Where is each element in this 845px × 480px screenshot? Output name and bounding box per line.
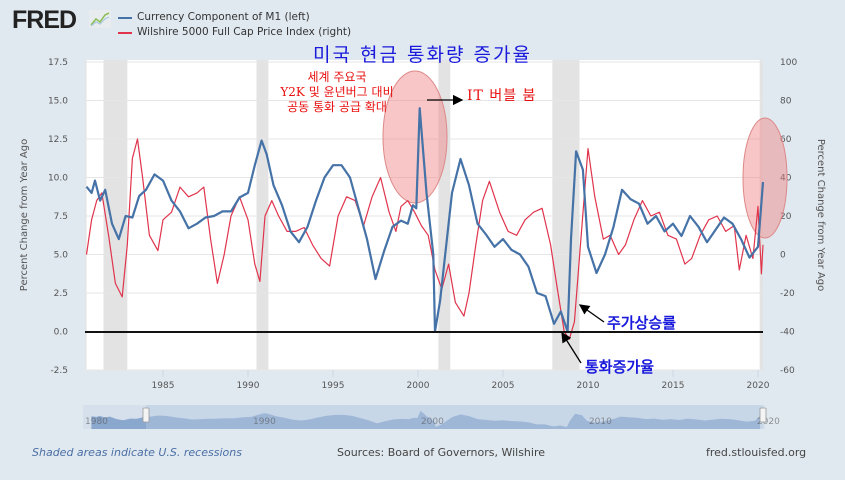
left-axis-title: Percent Change from Year Ago bbox=[19, 139, 30, 291]
x-tick-label: 2000 bbox=[407, 381, 430, 391]
navigator-year-label: 2000 bbox=[421, 417, 444, 427]
right-tick-label: -20 bbox=[780, 289, 795, 299]
navigator-year-label: 2020 bbox=[757, 417, 780, 427]
annotation-title: 미국 현금 통화량 증가율 bbox=[313, 44, 532, 66]
2020-highlight-ellipse bbox=[742, 117, 788, 239]
stock-rise-arrow bbox=[578, 304, 605, 323]
site-link[interactable]: fred.stlouisfed.org bbox=[706, 446, 807, 459]
right-tick-label: 100 bbox=[780, 58, 797, 68]
x-tick-label: 1985 bbox=[152, 381, 175, 391]
navigator-area bbox=[91, 410, 760, 429]
legend-swatch-blue bbox=[118, 16, 132, 19]
annotation-it-bubble: IT 버블 붐 bbox=[467, 88, 537, 104]
right-tick-label: 0 bbox=[780, 251, 786, 261]
annotation-y2k-line: 세계 주요국 bbox=[307, 70, 367, 84]
navigator-labels: 1980 1990 2000 2010 2020 bbox=[85, 417, 780, 427]
recession-band bbox=[85, 60, 87, 370]
legend-item-currency[interactable]: Currency Component of M1 (left) bbox=[118, 10, 351, 25]
left-tick-label: 10.0 bbox=[48, 174, 68, 184]
recessions-note: Shaded areas indicate U.S. recessions bbox=[32, 446, 242, 459]
annotation-y2k-line: 공동 통화 공급 확대 bbox=[287, 100, 387, 114]
right-tick-label: -40 bbox=[780, 328, 795, 338]
legend-label: Currency Component of M1 (left) bbox=[137, 11, 310, 23]
recession-band bbox=[438, 60, 451, 370]
recession-band bbox=[103, 60, 128, 370]
right-tick-label: 60 bbox=[780, 135, 792, 145]
annotation-y2k: 세계 주요국 Y2K 및 윤년버그 대비 공동 통화 공급 확대 bbox=[242, 70, 432, 115]
left-tick-label: 17.5 bbox=[48, 58, 68, 68]
legend-swatch-red bbox=[118, 31, 132, 34]
right-axis-title: Percent Change from Year Ago bbox=[815, 139, 826, 291]
x-tick-label: 2020 bbox=[747, 381, 770, 391]
highlight-ellipses bbox=[382, 70, 788, 239]
right-tick-label: 20 bbox=[780, 212, 792, 222]
recession-band bbox=[256, 60, 269, 370]
annotation-stock-rise: 주가상승률 bbox=[607, 314, 677, 332]
money-growth-arrow bbox=[561, 331, 582, 364]
navigator-year-label: 1990 bbox=[253, 417, 276, 427]
left-axis-ticks: -2.5 0.0 2.5 5.0 7.5 10.0 12.5 15.0 17.5 bbox=[48, 58, 68, 376]
x-tick-label: 2010 bbox=[577, 381, 600, 391]
x-tick-label: 1990 bbox=[237, 381, 260, 391]
left-tick-label: 7.5 bbox=[54, 212, 68, 222]
left-tick-label: 5.0 bbox=[54, 251, 69, 261]
left-tick-label: -2.5 bbox=[50, 366, 68, 376]
legend-item-wilshire[interactable]: Wilshire 5000 Full Cap Price Index (righ… bbox=[118, 25, 351, 40]
fred-logo[interactable]: FRED bbox=[12, 6, 77, 34]
navigator-right-handle[interactable] bbox=[759, 407, 767, 423]
left-tick-label: 12.5 bbox=[48, 135, 68, 145]
series-lines bbox=[85, 107, 765, 340]
right-axis-ticks: -60 -40 -20 0 20 40 60 80 100 bbox=[780, 58, 797, 376]
annotation-y2k-line: Y2K 및 윤년버그 대비 bbox=[280, 85, 394, 99]
x-tick-label: 2005 bbox=[492, 381, 515, 391]
navigator-year-label: 2010 bbox=[589, 417, 612, 427]
line-chart-icon bbox=[89, 10, 111, 28]
legend-label: Wilshire 5000 Full Cap Price Index (righ… bbox=[137, 26, 352, 38]
left-tick-label: 0.0 bbox=[54, 328, 69, 338]
annotation-money-growth: 통화증가율 bbox=[585, 358, 655, 376]
navigator-left-handle[interactable] bbox=[142, 407, 150, 423]
left-tick-label: 15.0 bbox=[48, 97, 68, 107]
navigator-selected-range[interactable] bbox=[146, 405, 763, 429]
x-axis-ticks: 1985 1990 1995 2000 2005 2010 2015 2020 bbox=[152, 370, 770, 391]
navigator[interactable]: 1980 1990 2000 2010 2020 bbox=[83, 405, 780, 429]
right-tick-label: 80 bbox=[780, 97, 792, 107]
y2k-highlight-ellipse bbox=[382, 70, 448, 204]
sources-text: Sources: Board of Governors, Wilshire bbox=[337, 446, 546, 459]
chart-legend: Currency Component of M1 (left) Wilshire… bbox=[118, 10, 351, 40]
x-tick-label: 2015 bbox=[662, 381, 685, 391]
navigator-year-label: 1980 bbox=[85, 417, 108, 427]
annotation-arrows bbox=[427, 94, 605, 364]
right-tick-label: 40 bbox=[780, 174, 792, 184]
right-tick-label: -60 bbox=[780, 366, 795, 376]
left-tick-label: 2.5 bbox=[54, 289, 68, 299]
x-tick-label: 1995 bbox=[322, 381, 345, 391]
